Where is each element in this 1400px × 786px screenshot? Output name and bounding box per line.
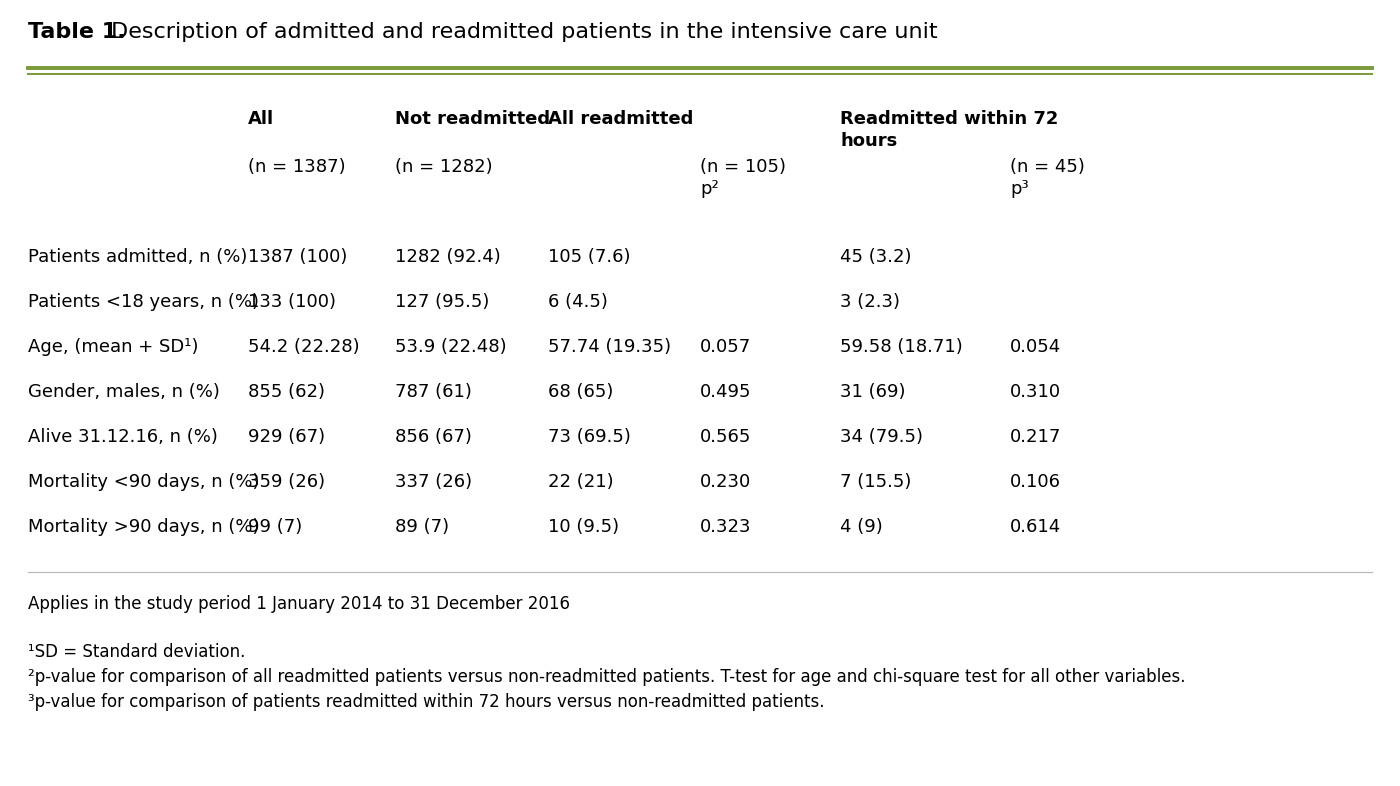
Text: 10 (9.5): 10 (9.5) <box>547 518 619 536</box>
Text: 0.054: 0.054 <box>1009 338 1061 356</box>
Text: (n = 45)
p³: (n = 45) p³ <box>1009 158 1085 198</box>
Text: Readmitted within 72
hours: Readmitted within 72 hours <box>840 110 1058 150</box>
Text: All readmitted: All readmitted <box>547 110 693 128</box>
Text: 7 (15.5): 7 (15.5) <box>840 473 911 491</box>
Text: (n = 1387): (n = 1387) <box>248 158 346 176</box>
Text: 0.310: 0.310 <box>1009 383 1061 401</box>
Text: Table 1.: Table 1. <box>28 22 126 42</box>
Text: 59.58 (18.71): 59.58 (18.71) <box>840 338 963 356</box>
Text: 54.2 (22.28): 54.2 (22.28) <box>248 338 360 356</box>
Text: 99 (7): 99 (7) <box>248 518 302 536</box>
Text: 89 (7): 89 (7) <box>395 518 449 536</box>
Text: 787 (61): 787 (61) <box>395 383 472 401</box>
Text: Not readmitted: Not readmitted <box>395 110 550 128</box>
Text: 855 (62): 855 (62) <box>248 383 325 401</box>
Text: 0.614: 0.614 <box>1009 518 1061 536</box>
Text: 34 (79.5): 34 (79.5) <box>840 428 923 446</box>
Text: 53.9 (22.48): 53.9 (22.48) <box>395 338 507 356</box>
Text: 0.230: 0.230 <box>700 473 752 491</box>
Text: ¹SD = Standard deviation.: ¹SD = Standard deviation. <box>28 643 245 660</box>
Text: Alive 31.12.16, n (%): Alive 31.12.16, n (%) <box>28 428 218 446</box>
Text: 0.323: 0.323 <box>700 518 752 536</box>
Text: 856 (67): 856 (67) <box>395 428 472 446</box>
Text: ²p-value for comparison of all readmitted patients versus non-readmitted patient: ²p-value for comparison of all readmitte… <box>28 668 1186 686</box>
Text: 105 (7.6): 105 (7.6) <box>547 248 630 266</box>
Text: 0.565: 0.565 <box>700 428 752 446</box>
Text: 127 (95.5): 127 (95.5) <box>395 293 490 311</box>
Text: 0.057: 0.057 <box>700 338 752 356</box>
Text: 3 (2.3): 3 (2.3) <box>840 293 900 311</box>
Text: (n = 1282): (n = 1282) <box>395 158 493 176</box>
Text: Description of admitted and readmitted patients in the intensive care unit: Description of admitted and readmitted p… <box>104 22 938 42</box>
Text: ³p-value for comparison of patients readmitted within 72 hours versus non-readmi: ³p-value for comparison of patients read… <box>28 693 825 711</box>
Text: 22 (21): 22 (21) <box>547 473 613 491</box>
Text: 68 (65): 68 (65) <box>547 383 613 401</box>
Text: 929 (67): 929 (67) <box>248 428 325 446</box>
Text: 133 (100): 133 (100) <box>248 293 336 311</box>
Text: 6 (4.5): 6 (4.5) <box>547 293 608 311</box>
Text: 1387 (100): 1387 (100) <box>248 248 347 266</box>
Text: Gender, males, n (%): Gender, males, n (%) <box>28 383 220 401</box>
Text: 45 (3.2): 45 (3.2) <box>840 248 911 266</box>
Text: 4 (9): 4 (9) <box>840 518 883 536</box>
Text: Patients admitted, n (%): Patients admitted, n (%) <box>28 248 248 266</box>
Text: Mortality >90 days, n (%): Mortality >90 days, n (%) <box>28 518 259 536</box>
Text: 337 (26): 337 (26) <box>395 473 472 491</box>
Text: Patients <18 years, n (%): Patients <18 years, n (%) <box>28 293 259 311</box>
Text: 0.106: 0.106 <box>1009 473 1061 491</box>
Text: 0.495: 0.495 <box>700 383 752 401</box>
Text: 1282 (92.4): 1282 (92.4) <box>395 248 501 266</box>
Text: (n = 105)
p²: (n = 105) p² <box>700 158 785 198</box>
Text: 57.74 (19.35): 57.74 (19.35) <box>547 338 671 356</box>
Text: All: All <box>248 110 274 128</box>
Text: 359 (26): 359 (26) <box>248 473 325 491</box>
Text: Mortality <90 days, n (%): Mortality <90 days, n (%) <box>28 473 259 491</box>
Text: 0.217: 0.217 <box>1009 428 1061 446</box>
Text: 73 (69.5): 73 (69.5) <box>547 428 631 446</box>
Text: Applies in the study period 1 January 2014 to 31 December 2016: Applies in the study period 1 January 20… <box>28 595 570 613</box>
Text: Age, (mean + SD¹): Age, (mean + SD¹) <box>28 338 199 356</box>
Text: 31 (69): 31 (69) <box>840 383 906 401</box>
